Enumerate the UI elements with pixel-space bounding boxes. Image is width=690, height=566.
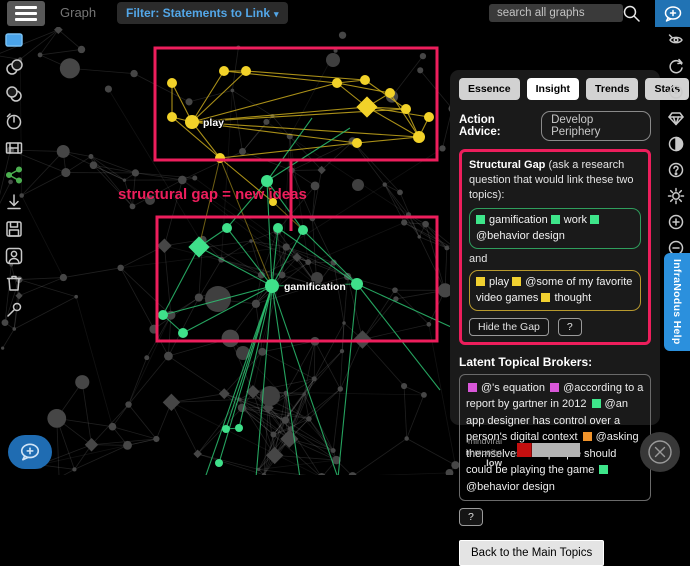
- gap-topic-group-yellow[interactable]: play @some of my favorite video games th…: [469, 270, 641, 311]
- app-label: Graph: [60, 5, 96, 20]
- brokers-help-button[interactable]: ?: [459, 508, 483, 526]
- broker-square: [592, 399, 601, 408]
- broker-square: [599, 465, 608, 474]
- hide-gap-button[interactable]: Hide the Gap: [469, 318, 549, 336]
- panel-tabs: Essence Insight Trends Stats: [459, 78, 651, 100]
- topic-label: play: [489, 276, 512, 288]
- topic-square: [512, 277, 521, 286]
- download-icon[interactable]: [2, 190, 26, 214]
- add-statement-button[interactable]: [8, 435, 52, 469]
- save-icon[interactable]: [2, 217, 26, 241]
- add-comment-button[interactable]: [655, 0, 690, 27]
- broker-square: [583, 432, 592, 441]
- infranodus-help-tab[interactable]: InfraNodus Help: [664, 253, 690, 351]
- back-to-main-topics-button[interactable]: Back to the Main Topics: [459, 540, 604, 566]
- filter-label: Filter: Statements to Link: [126, 6, 270, 20]
- share-network-icon[interactable]: [2, 163, 26, 187]
- structural-gap-description: Structural Gap (ask a research question …: [469, 158, 641, 203]
- history-clock-icon[interactable]: [2, 109, 26, 133]
- focus-target-icon[interactable]: [664, 80, 688, 104]
- hamburger-menu-icon[interactable]: [7, 1, 45, 26]
- tab-essence[interactable]: Essence: [459, 78, 520, 100]
- tab-trends[interactable]: Trends: [586, 78, 638, 100]
- diamond-icon[interactable]: [664, 106, 688, 130]
- insight-panel: Essence Insight Trends Stats Action Advi…: [450, 70, 660, 425]
- svg-text:structural gap = new ideas: structural gap = new ideas: [118, 186, 307, 203]
- topic-label: work: [564, 214, 590, 226]
- topic-square: [541, 293, 550, 302]
- trash-icon[interactable]: [2, 271, 26, 295]
- gap-help-button[interactable]: ?: [558, 318, 582, 336]
- immunity-label: mindviral immunity:: [440, 436, 502, 457]
- user-icon[interactable]: [2, 244, 26, 268]
- note-card-icon[interactable]: [2, 28, 26, 52]
- mindviral-immunity-widget: mindviral immunity: low: [440, 436, 502, 470]
- broker-square: [550, 383, 559, 392]
- contrast-icon[interactable]: [664, 132, 688, 156]
- zoom-in-icon[interactable]: [664, 210, 688, 234]
- right-toolbar: [664, 28, 688, 260]
- gear-icon[interactable]: [664, 184, 688, 208]
- immunity-value: low: [440, 458, 502, 470]
- topic-label: gamification: [489, 214, 551, 226]
- tab-insight[interactable]: Insight: [527, 78, 579, 100]
- topic-square: [476, 215, 485, 224]
- filter-dropdown[interactable]: Filter: Statements to Link ▾: [117, 2, 288, 24]
- svg-text:gamification: gamification: [284, 281, 346, 293]
- close-button[interactable]: [640, 432, 680, 472]
- overlap-circles-alt-icon[interactable]: [2, 82, 26, 106]
- chevron-down-icon: ▾: [274, 9, 279, 19]
- refresh-icon[interactable]: [664, 54, 688, 78]
- topic-square: [590, 215, 599, 224]
- broker-label: @behavior design: [466, 481, 555, 493]
- search-icon[interactable]: [621, 3, 641, 23]
- topic-label: @behavior design: [476, 230, 565, 242]
- topic-square: [551, 215, 560, 224]
- topic-label: thought: [554, 292, 591, 304]
- help-tab-label: InfraNodus Help: [671, 259, 683, 345]
- overlap-circles-icon[interactable]: [2, 55, 26, 79]
- gap-connector-text: and: [469, 253, 641, 265]
- help-icon[interactable]: [664, 158, 688, 182]
- immunity-bar-fill: [517, 443, 532, 457]
- structural-gap-box: Structural Gap (ask a research question …: [459, 149, 651, 345]
- svg-text:play: play: [203, 117, 224, 129]
- left-toolbar: [2, 28, 26, 322]
- immunity-bar: [517, 443, 580, 457]
- action-advice-label: Action Advice:: [459, 114, 535, 138]
- topic-square: [476, 277, 485, 286]
- broker-square: [468, 383, 477, 392]
- latent-brokers-title: Latent Topical Brokers:: [459, 355, 651, 369]
- filmstrip-icon[interactable]: [2, 136, 26, 160]
- action-advice-value[interactable]: Develop Periphery: [541, 111, 651, 141]
- gap-topic-group-green[interactable]: gamification work @behavior design: [469, 208, 641, 249]
- top-bar: Graph Filter: Statements to Link ▾: [0, 0, 690, 27]
- inspect-eye-icon[interactable]: [664, 28, 688, 52]
- broker-label: @'s equation: [481, 382, 548, 394]
- search-input[interactable]: [489, 4, 623, 22]
- microphone-icon[interactable]: [2, 298, 26, 322]
